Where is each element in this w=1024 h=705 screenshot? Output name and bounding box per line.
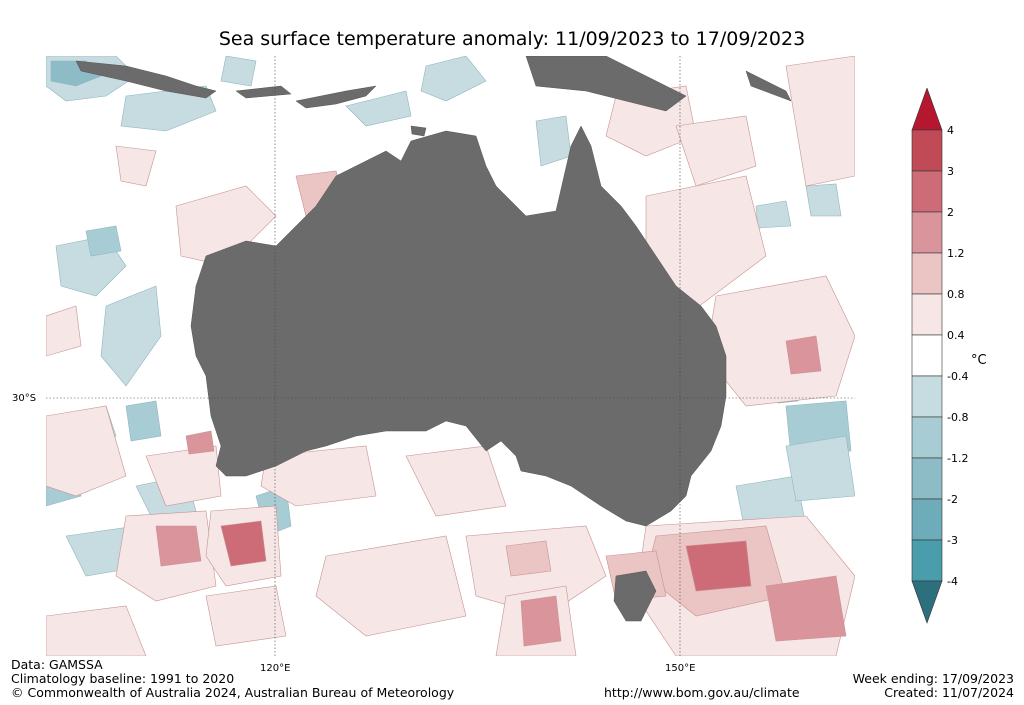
warm-anomaly-patches — [46, 56, 855, 656]
colorbar-tick-label: -1.2 — [947, 452, 968, 465]
colorbar-segment — [911, 539, 943, 582]
colorbar-segment — [911, 375, 943, 418]
colorbar: 4 3 2 1.2 0.8 0.4 -0.4 -0.8 -1.2 -2 -3 -4 — [911, 88, 968, 624]
colorbar-segment — [911, 457, 943, 500]
footer-week-ending: Week ending: 17/09/2023 — [852, 671, 1014, 686]
colorbar-segment — [911, 129, 943, 172]
colorbar-tick-label: 0.4 — [947, 329, 965, 342]
colorbar-tick-label: -0.4 — [947, 370, 968, 383]
colorbar-tick-label: -4 — [947, 575, 958, 588]
footer-copyright: © Commonwealth of Australia 2024, Austra… — [11, 685, 455, 700]
colorbar-segment — [911, 211, 943, 254]
tasmania — [613, 570, 657, 622]
colorbar-segment — [911, 170, 943, 213]
australia-mainland — [190, 125, 727, 527]
footer-created: Created: 11/07/2024 — [884, 685, 1014, 700]
small-islands — [235, 70, 792, 137]
colorbar-segment — [911, 252, 943, 295]
timor — [295, 85, 377, 109]
new-guinea — [525, 56, 687, 112]
colorbar-segment — [911, 293, 943, 336]
colorbar-tick-label: 4 — [947, 124, 954, 137]
colorbar-bottom-arrow — [911, 580, 943, 624]
map-title: Sea surface temperature anomaly: 11/09/2… — [218, 28, 806, 50]
colorbar-segment — [911, 416, 943, 459]
land — [75, 56, 792, 622]
colorbar-top-arrow — [911, 88, 943, 131]
colorbar-segment — [911, 498, 943, 541]
colorbar-unit: °C — [971, 353, 987, 368]
colorbar-tick-label: -3 — [947, 534, 958, 547]
colorbar-segment — [911, 334, 943, 377]
footer-url[interactable]: http://www.bom.gov.au/climate — [604, 685, 800, 700]
colorbar-tick-label: -0.8 — [947, 411, 968, 424]
lat-label-30s: 30°S — [12, 393, 37, 404]
colorbar-tick-label: 3 — [947, 165, 954, 178]
sst-anomaly-map — [46, 56, 855, 656]
colorbar-tick-label: 1.2 — [947, 247, 965, 260]
lon-label-120e: 120°E — [260, 663, 291, 674]
footer-baseline: Climatology baseline: 1991 to 2020 — [11, 671, 235, 686]
indonesia-islands — [75, 60, 217, 99]
colorbar-tick-label: 0.8 — [947, 288, 965, 301]
footer-data-source: Data: GAMSSA — [11, 657, 103, 672]
lon-label-150e: 150°E — [665, 663, 696, 674]
colorbar-tick-label: 2 — [947, 206, 954, 219]
colorbar-tick-label: -2 — [947, 493, 958, 506]
